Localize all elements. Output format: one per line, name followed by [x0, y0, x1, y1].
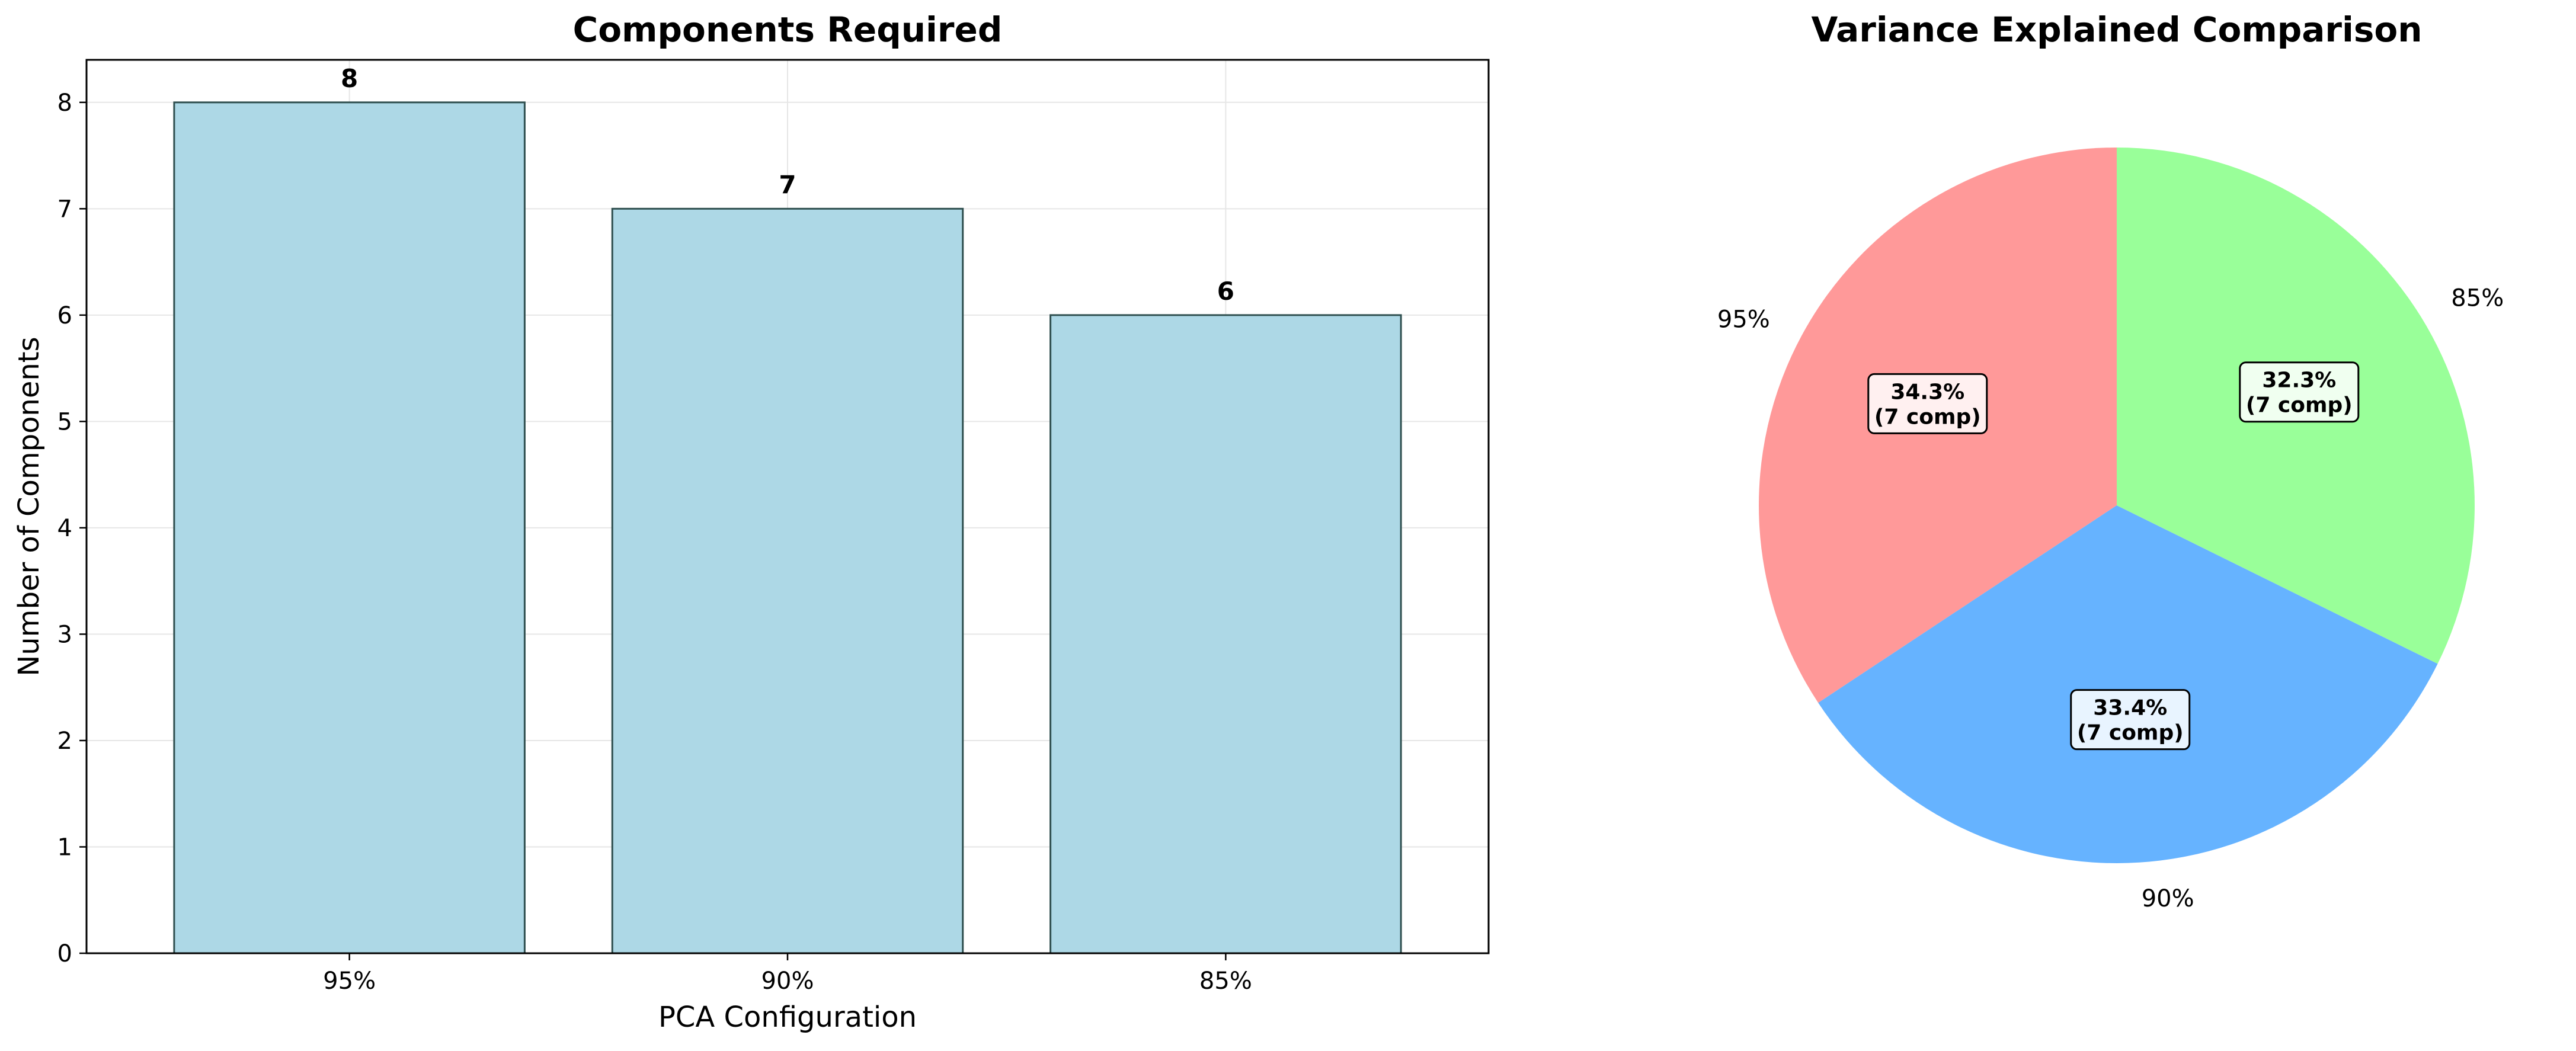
bar — [1049, 314, 1402, 954]
bar — [173, 101, 526, 954]
bar-value-label: 6 — [1217, 277, 1234, 306]
bar — [611, 207, 964, 954]
pie-autotext-line: (7 comp) — [1874, 405, 1981, 429]
y-tick-label: 8 — [57, 89, 72, 117]
bar-chart-bars — [173, 101, 1402, 954]
bar-chart-x-ticks: 95% 90% 85% — [323, 953, 1252, 995]
pie-slice-label: 85% — [2451, 284, 2504, 312]
pie-slice-label: 95% — [1717, 306, 1770, 333]
bar-chart-title: Components Required — [573, 9, 1003, 50]
y-tick-label: 6 — [57, 302, 72, 329]
bar-chart-x-axis-label: PCA Configuration — [658, 1001, 917, 1034]
pie-slice — [1818, 505, 2438, 863]
y-tick-label: 2 — [57, 728, 72, 755]
x-tick-label: 90% — [761, 967, 814, 995]
pie-chart-title: Variance Explained Comparison — [1811, 9, 2422, 50]
x-tick-label: 85% — [1199, 967, 1252, 995]
bar-chart-axes-frame — [85, 59, 1490, 954]
bar-value-label: 8 — [341, 64, 358, 93]
bar-chart-value-labels: 8 7 6 — [341, 64, 1234, 306]
pie-chart-panel: Variance Explained Comparison 95%34.3%(7… — [1717, 9, 2504, 912]
pie-autotext-box — [2070, 689, 2191, 751]
y-tick-label: 1 — [57, 834, 72, 861]
bar-chart-y-axis-label: Number of Components — [12, 337, 46, 676]
pie-autotext-line: (7 comp) — [2077, 721, 2184, 745]
pie-chart-slices — [1759, 148, 2475, 863]
pie-autotext-line: (7 comp) — [2246, 393, 2353, 418]
y-tick-label: 5 — [57, 408, 72, 435]
pie-chart-labels: 95%34.3%(7 comp)90%33.4%(7 comp)85%32.3%… — [1717, 284, 2504, 912]
pie-slice-label: 90% — [2142, 885, 2194, 912]
y-tick-label: 4 — [57, 515, 72, 542]
pie-autotext-line: 33.4% — [2093, 696, 2167, 720]
y-tick-label: 3 — [57, 621, 72, 648]
pie-autotext-line: 32.3% — [2262, 369, 2336, 393]
bar-value-label: 7 — [779, 170, 796, 199]
x-tick-label: 95% — [323, 967, 376, 995]
pie-autotext-line: 34.3% — [1890, 380, 1964, 404]
y-tick-label: 0 — [57, 940, 72, 967]
pie-autotext-box — [1867, 373, 1988, 434]
y-tick-label: 7 — [57, 196, 72, 223]
pie-autotext-box — [2239, 361, 2360, 423]
bar-chart-y-ticks: 0 1 2 3 4 5 6 7 8 — [57, 89, 87, 967]
